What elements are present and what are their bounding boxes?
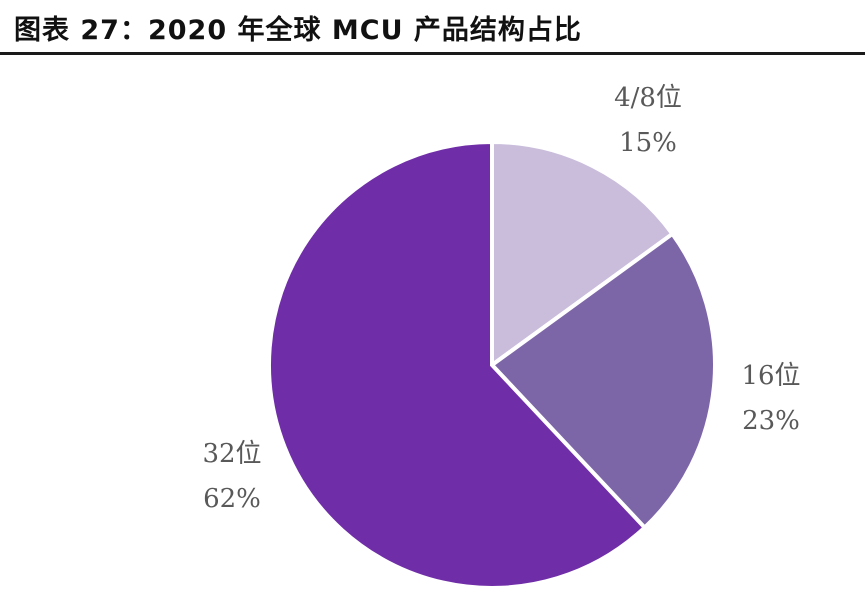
pie-labels: 4/8位 15% 16位 23% 32位 62% xyxy=(202,83,800,514)
slice-name-label: 16位 xyxy=(741,361,800,391)
slice-name-label: 4/8位 xyxy=(614,83,682,113)
slice-percent-label: 62% xyxy=(203,484,261,514)
slice-percent-label: 15% xyxy=(619,128,677,158)
slice-percent-label: 23% xyxy=(742,406,800,436)
pie-slice-3 xyxy=(267,139,648,590)
pie-slice-2 xyxy=(488,231,717,531)
chart-title: 图表 27：2020 年全球 MCU 产品结构占比 xyxy=(14,15,582,46)
pie-slice-1 xyxy=(490,139,676,369)
pie-slices xyxy=(267,139,717,590)
title-divider xyxy=(0,52,865,55)
slice-name-label: 32位 xyxy=(202,439,261,469)
